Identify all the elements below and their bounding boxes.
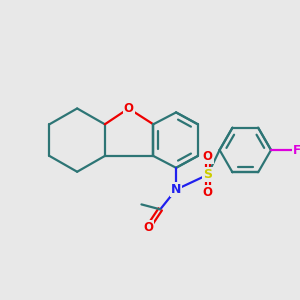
- Text: N: N: [171, 183, 181, 196]
- Text: O: O: [124, 102, 134, 115]
- Text: O: O: [203, 186, 213, 199]
- Text: S: S: [203, 168, 212, 181]
- Text: F: F: [293, 143, 300, 157]
- Text: O: O: [203, 150, 213, 164]
- Text: O: O: [143, 221, 153, 234]
